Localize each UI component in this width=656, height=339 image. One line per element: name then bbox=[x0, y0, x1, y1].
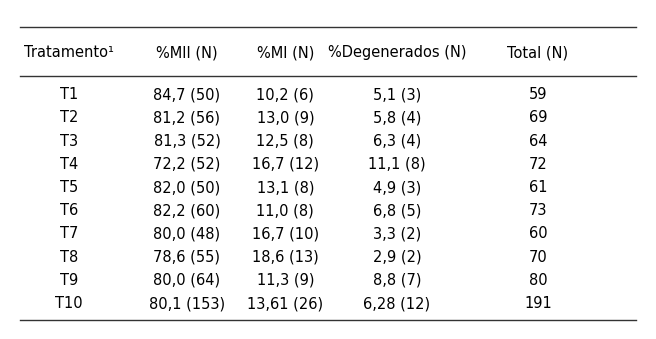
Text: T4: T4 bbox=[60, 157, 78, 172]
Text: T6: T6 bbox=[60, 203, 78, 218]
Text: 11,1 (8): 11,1 (8) bbox=[368, 157, 426, 172]
Text: 13,0 (9): 13,0 (9) bbox=[256, 111, 314, 125]
Text: %MII (N): %MII (N) bbox=[156, 45, 218, 60]
Text: 84,7 (50): 84,7 (50) bbox=[154, 87, 220, 102]
Text: 81,3 (52): 81,3 (52) bbox=[154, 134, 220, 148]
Text: 64: 64 bbox=[529, 134, 547, 148]
Text: 80,1 (153): 80,1 (153) bbox=[149, 296, 225, 311]
Text: T8: T8 bbox=[60, 250, 78, 265]
Text: 5,8 (4): 5,8 (4) bbox=[373, 111, 421, 125]
Text: 2,9 (2): 2,9 (2) bbox=[373, 250, 421, 265]
Text: 6,8 (5): 6,8 (5) bbox=[373, 203, 421, 218]
Text: T9: T9 bbox=[60, 273, 78, 288]
Text: 78,6 (55): 78,6 (55) bbox=[154, 250, 220, 265]
Text: 69: 69 bbox=[529, 111, 547, 125]
Text: 13,1 (8): 13,1 (8) bbox=[256, 180, 314, 195]
Text: 61: 61 bbox=[529, 180, 547, 195]
Text: 82,0 (50): 82,0 (50) bbox=[154, 180, 220, 195]
Text: T1: T1 bbox=[60, 87, 78, 102]
Text: 3,3 (2): 3,3 (2) bbox=[373, 226, 421, 241]
Text: %Degenerados (N): %Degenerados (N) bbox=[327, 45, 466, 60]
Text: 72: 72 bbox=[529, 157, 547, 172]
Text: 18,6 (13): 18,6 (13) bbox=[252, 250, 319, 265]
Text: 80,0 (48): 80,0 (48) bbox=[154, 226, 220, 241]
Text: Total (N): Total (N) bbox=[507, 45, 569, 60]
Text: 13,61 (26): 13,61 (26) bbox=[247, 296, 323, 311]
Text: 10,2 (6): 10,2 (6) bbox=[256, 87, 314, 102]
Text: 81,2 (56): 81,2 (56) bbox=[154, 111, 220, 125]
Text: 73: 73 bbox=[529, 203, 547, 218]
Text: 4,9 (3): 4,9 (3) bbox=[373, 180, 421, 195]
Text: 5,1 (3): 5,1 (3) bbox=[373, 87, 421, 102]
Text: Tratamento¹: Tratamento¹ bbox=[24, 45, 114, 60]
Text: 6,28 (12): 6,28 (12) bbox=[363, 296, 430, 311]
Text: 16,7 (10): 16,7 (10) bbox=[252, 226, 319, 241]
Text: 60: 60 bbox=[529, 226, 547, 241]
Text: 80: 80 bbox=[529, 273, 547, 288]
Text: %MI (N): %MI (N) bbox=[256, 45, 314, 60]
Text: 82,2 (60): 82,2 (60) bbox=[154, 203, 220, 218]
Text: T3: T3 bbox=[60, 134, 78, 148]
Text: 6,3 (4): 6,3 (4) bbox=[373, 134, 421, 148]
Text: 11,3 (9): 11,3 (9) bbox=[256, 273, 314, 288]
Text: T5: T5 bbox=[60, 180, 78, 195]
Text: 11,0 (8): 11,0 (8) bbox=[256, 203, 314, 218]
Text: 8,8 (7): 8,8 (7) bbox=[373, 273, 421, 288]
Text: T10: T10 bbox=[55, 296, 83, 311]
Text: T2: T2 bbox=[60, 111, 78, 125]
Text: 191: 191 bbox=[524, 296, 552, 311]
Text: 80,0 (64): 80,0 (64) bbox=[154, 273, 220, 288]
Text: 12,5 (8): 12,5 (8) bbox=[256, 134, 314, 148]
Text: 59: 59 bbox=[529, 87, 547, 102]
Text: 72,2 (52): 72,2 (52) bbox=[154, 157, 220, 172]
Text: T7: T7 bbox=[60, 226, 78, 241]
Text: 16,7 (12): 16,7 (12) bbox=[252, 157, 319, 172]
Text: 70: 70 bbox=[529, 250, 547, 265]
